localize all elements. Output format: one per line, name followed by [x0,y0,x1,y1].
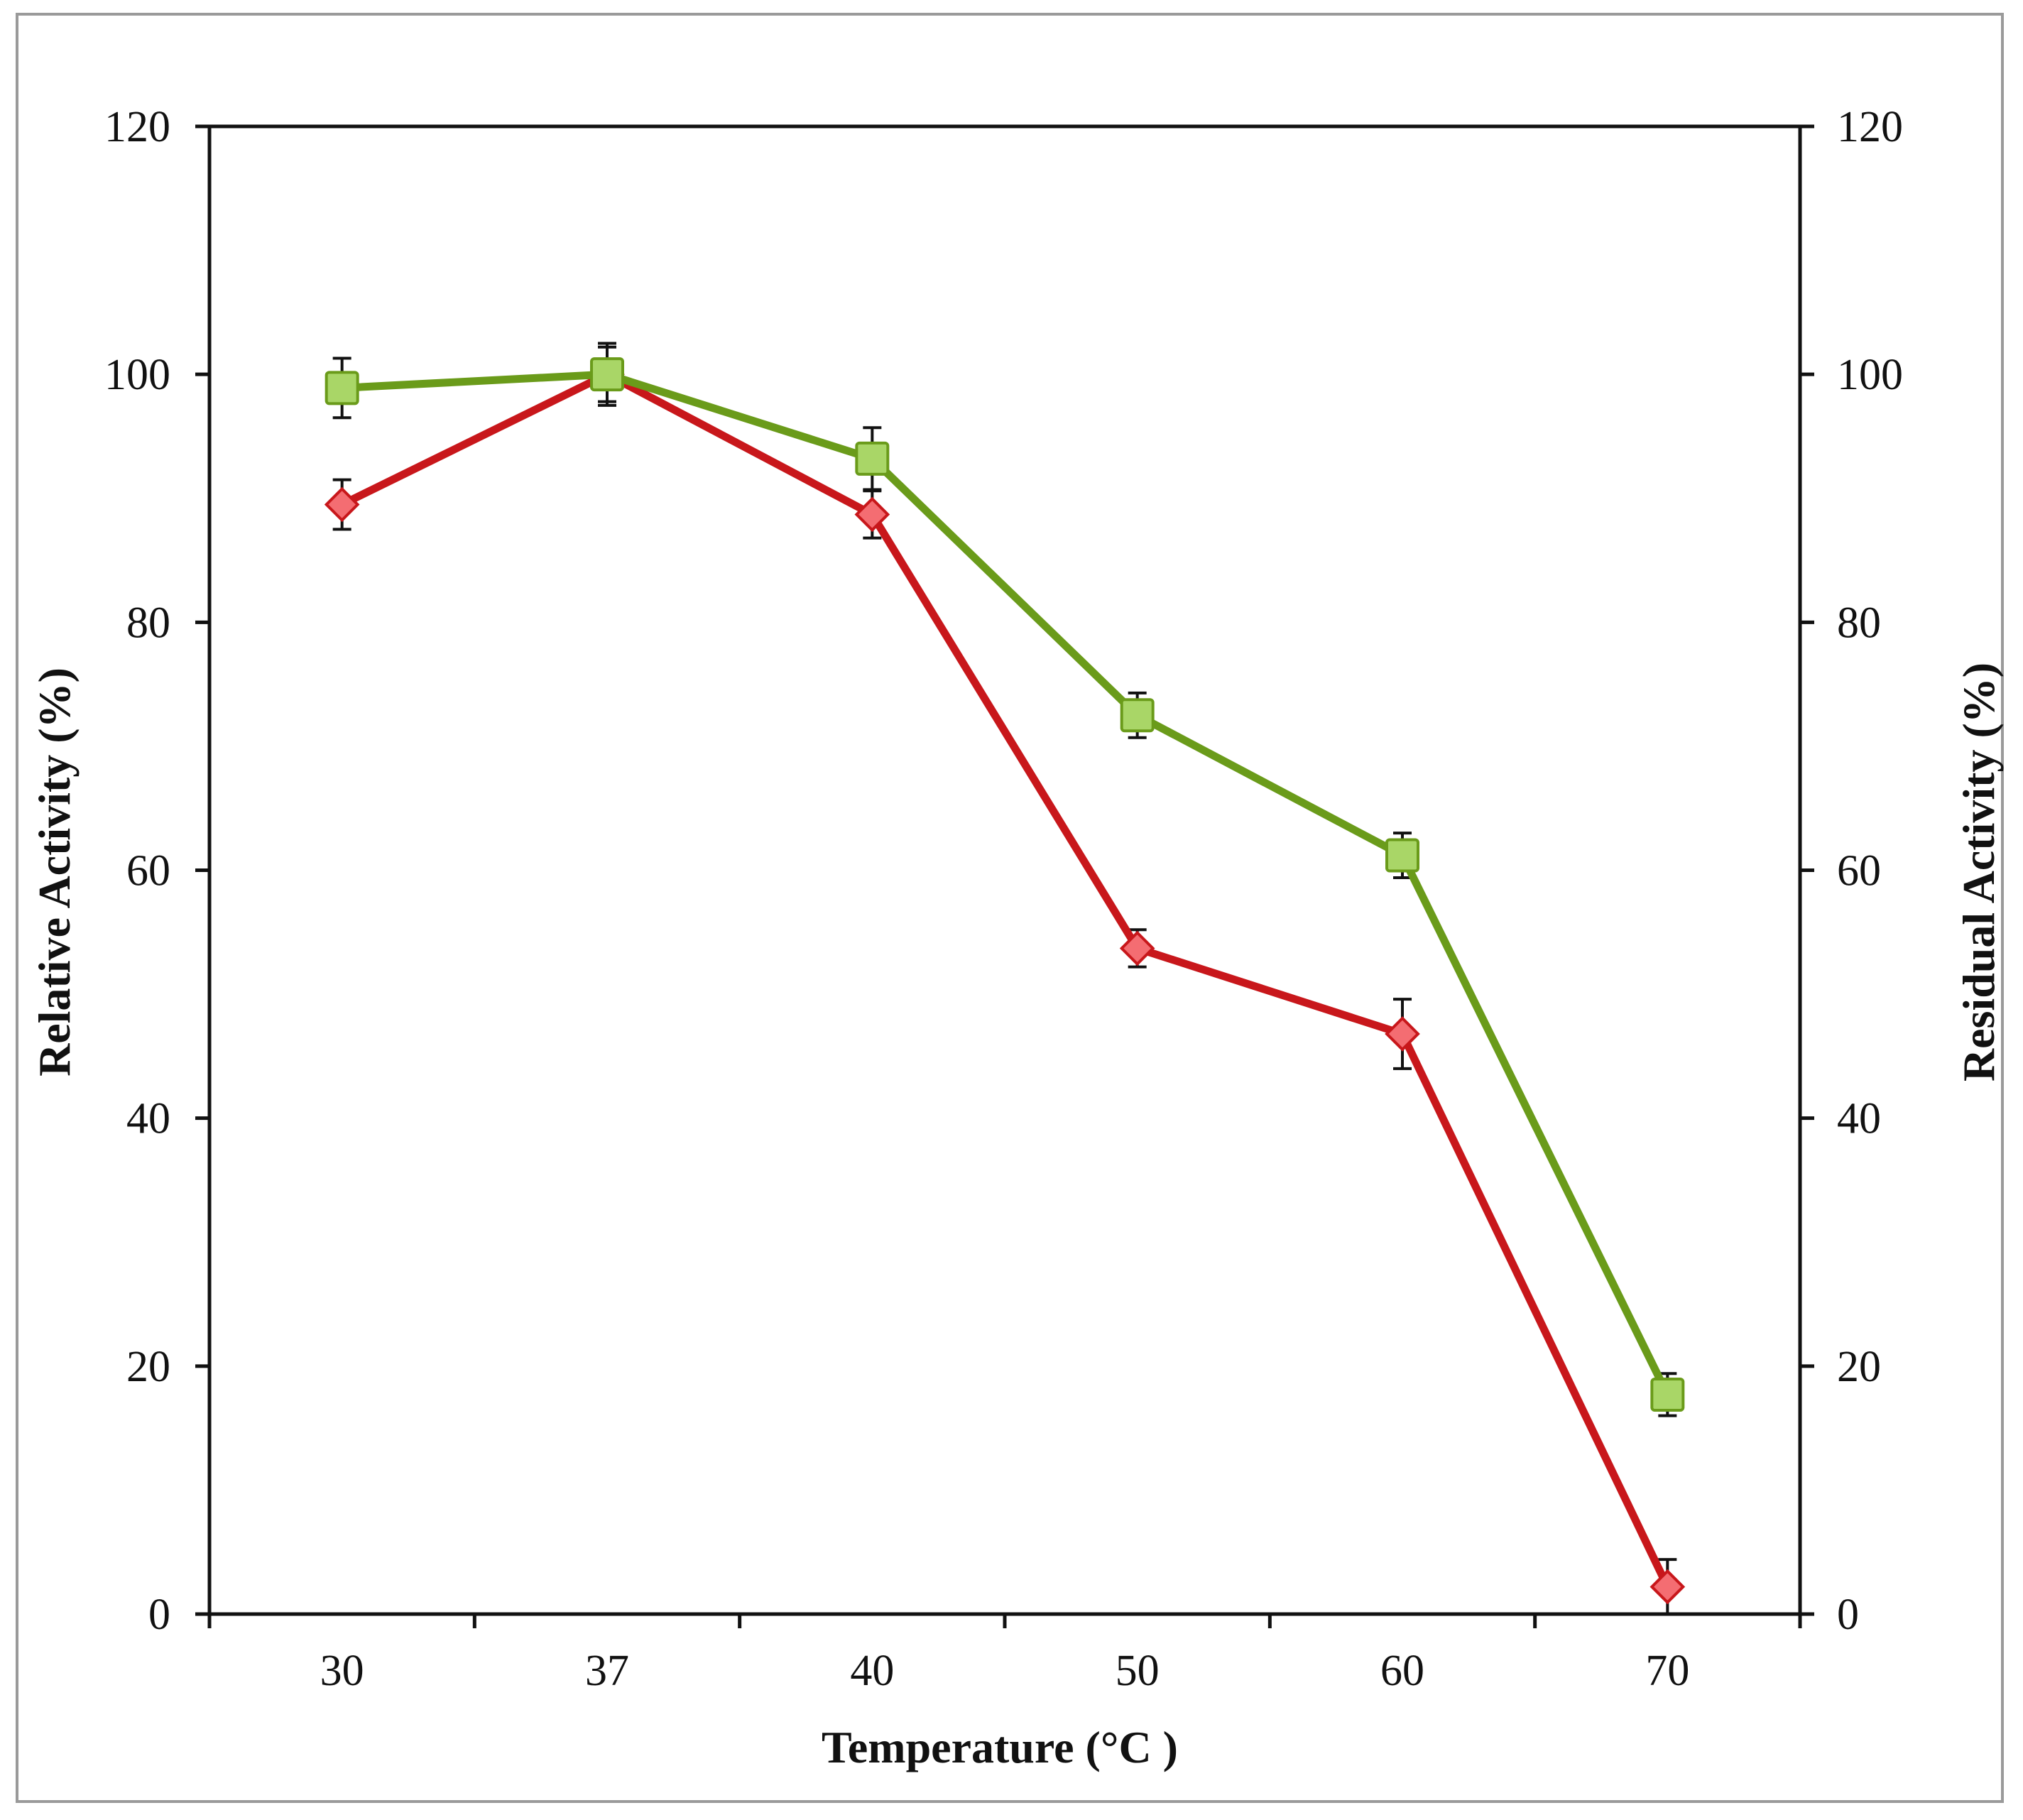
series-residual-activity [325,342,1685,1417]
series-line [338,370,1672,1591]
y2-tick-label: 60 [1837,847,1881,895]
y2-tick-label: 0 [1837,1591,1859,1639]
series-line [338,370,1672,1399]
y-tick-label: 80 [126,599,170,647]
x-tick-label: 70 [1645,1647,1689,1695]
x-axis-title: Temperature (°C ) [822,1722,1178,1772]
y2-tick-label: 120 [1837,103,1903,151]
data-point [1385,838,1419,873]
y-tick-label: 40 [126,1095,170,1143]
figure-frame [16,13,2004,1803]
y-tick-label: 0 [148,1591,170,1639]
x-tick-label: 50 [1116,1647,1160,1695]
series-relative-activity [324,345,1686,1615]
series-layer [324,342,1686,1615]
y2-tick-label: 40 [1837,1095,1881,1143]
data-point [1650,1377,1685,1412]
data-point [1119,930,1155,966]
data-point [1650,1569,1686,1605]
y-tick-label: 100 [104,351,170,399]
y2-axis-title: Residual Activity (%) [1953,663,2004,1081]
x-tick-label: 60 [1380,1647,1424,1695]
data-point [590,357,624,392]
x-tick-label: 40 [850,1647,894,1695]
data-point [325,371,359,405]
x-tick-label: 37 [585,1647,629,1695]
y-tick-label: 120 [104,103,170,151]
y-tick-label: 20 [126,1343,170,1391]
y-axis-title: Relative Activity (%) [29,667,80,1077]
y2-tick-label: 100 [1837,351,1903,399]
data-point [855,441,890,476]
data-point [1120,698,1155,733]
axes: 0 20 40 60 80 100 120 0 20 40 60 80 100 120 30 37 40 50 60… [104,103,1903,1695]
y2-tick-label: 80 [1837,599,1881,647]
data-point [324,486,360,523]
x-tick-label: 30 [320,1647,364,1695]
data-point [854,496,890,533]
y2-tick-label: 20 [1837,1343,1881,1391]
data-point [1385,1016,1420,1052]
y-tick-label: 60 [126,847,170,895]
